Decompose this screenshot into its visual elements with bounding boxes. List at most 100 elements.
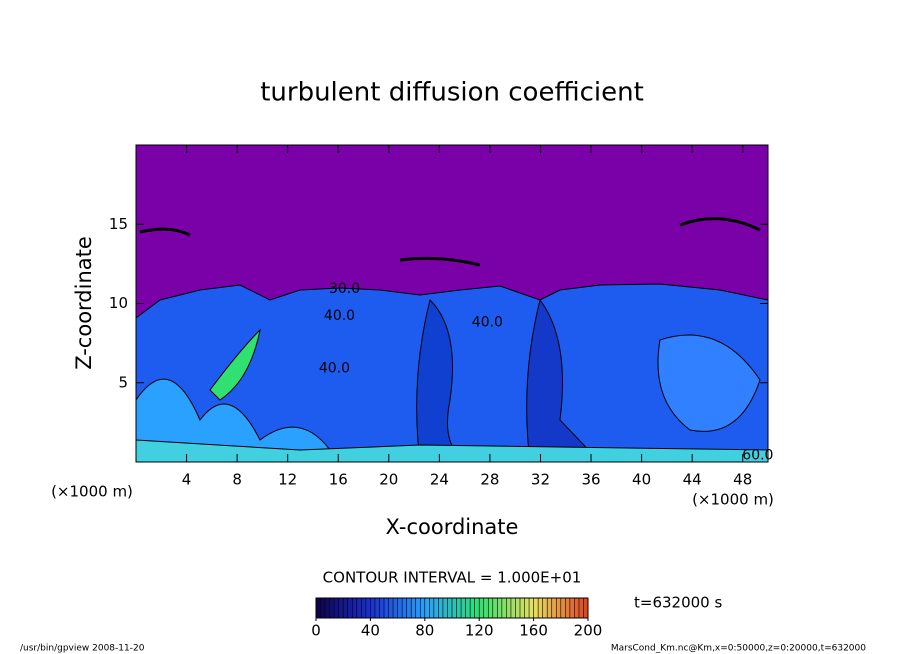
colorbar-cell bbox=[497, 598, 502, 618]
contour-interval: CONTOUR INTERVAL = 1.000E+01 bbox=[323, 569, 582, 587]
colorbar-cell bbox=[556, 598, 561, 618]
contour-label: 30.0 bbox=[329, 281, 360, 297]
colorbar-cell bbox=[501, 598, 507, 618]
y-unit: (×1000 m) bbox=[51, 483, 133, 501]
footer-left: /usr/bin/gpview 2008-11-20 bbox=[20, 644, 145, 654]
colorbar-cell bbox=[488, 598, 493, 618]
colorbar-cell bbox=[529, 598, 534, 618]
x-tick-label: 20 bbox=[379, 471, 398, 489]
colorbar-cell bbox=[397, 598, 403, 618]
colorbar-cell bbox=[533, 598, 539, 618]
x-tick-label: 4 bbox=[182, 471, 192, 489]
colorbar-cell bbox=[574, 598, 579, 618]
x-tick-label: 44 bbox=[683, 471, 702, 489]
x-tick-label: 24 bbox=[430, 471, 449, 489]
colorbar-cell bbox=[424, 598, 430, 618]
colorbar-cell bbox=[433, 598, 439, 618]
colorbar-cell bbox=[524, 598, 530, 618]
colorbar-cell bbox=[393, 598, 398, 618]
colorbar-tick-label: 120 bbox=[465, 622, 494, 640]
colorbar-frame bbox=[315, 597, 589, 619]
colorbar-cell bbox=[492, 598, 498, 618]
colorbar-tick-label: 80 bbox=[415, 622, 434, 640]
colorbar-cell bbox=[542, 598, 548, 618]
x-tick-label: 16 bbox=[329, 471, 348, 489]
field bbox=[136, 145, 768, 462]
colorbar-cell bbox=[406, 598, 412, 618]
colorbar-cell bbox=[510, 598, 516, 618]
colorbar-cell bbox=[474, 598, 480, 618]
colorbar-cell bbox=[429, 598, 434, 618]
colorbar-cell bbox=[583, 598, 588, 618]
x-tick-label: 32 bbox=[531, 471, 550, 489]
field-contour bbox=[139, 217, 761, 267]
colorbar-cell bbox=[520, 598, 525, 618]
colorbar-cell bbox=[356, 598, 362, 618]
chart-title: turbulent diffusion coefficient bbox=[260, 78, 644, 108]
colorbar-cell bbox=[420, 598, 425, 618]
colorbar-cell bbox=[316, 598, 321, 618]
colorbar-cell bbox=[361, 598, 366, 618]
colorbar-cell bbox=[411, 598, 416, 618]
x-tick-label: 28 bbox=[480, 471, 499, 489]
x-tick-label: 40 bbox=[632, 471, 651, 489]
contour-label: 40.0 bbox=[324, 308, 355, 324]
colorbar-cell bbox=[569, 598, 575, 618]
y-tick-label: 5 bbox=[118, 373, 128, 391]
contour-label: 40.0 bbox=[472, 315, 503, 331]
field-patch bbox=[136, 378, 331, 462]
colorbar-cell bbox=[347, 598, 353, 618]
colorbar-cell bbox=[461, 598, 466, 618]
colorbar-cell bbox=[447, 598, 452, 618]
colorbar-cell bbox=[560, 598, 566, 618]
footer-right: MarsCond_Km.nc@Km,x=0:50000,z=0:20000,t=… bbox=[611, 644, 866, 654]
colorbar-cell bbox=[538, 598, 543, 618]
colorbar-tick-label: 40 bbox=[361, 622, 380, 640]
time-label: t=632000 s bbox=[634, 594, 722, 612]
colorbar-cell bbox=[578, 598, 584, 618]
x-axis-label: X-coordinate bbox=[386, 515, 519, 539]
colorbar-cell bbox=[470, 598, 475, 618]
y-tick-label: 10 bbox=[109, 294, 128, 312]
colorbar-cell bbox=[334, 598, 339, 618]
colorbar-cell bbox=[352, 598, 357, 618]
colorbar-cell bbox=[370, 598, 375, 618]
colorbar-cell bbox=[551, 598, 557, 618]
x-tick-label: 36 bbox=[581, 471, 600, 489]
colorbar-cell bbox=[343, 598, 348, 618]
colorbar-cell bbox=[325, 598, 330, 618]
colorbar-cell bbox=[479, 598, 484, 618]
colorbar-cell bbox=[365, 598, 371, 618]
colorbar-tick-label: 200 bbox=[574, 622, 603, 640]
colorbar-cell bbox=[388, 598, 394, 618]
colorbar-cell bbox=[320, 598, 326, 618]
colorbar-cell bbox=[384, 598, 389, 618]
colorbar-cell bbox=[506, 598, 511, 618]
colorbar-cell bbox=[452, 598, 457, 618]
y-axis-label: Z-coordinate bbox=[72, 236, 96, 370]
colorbar-cell bbox=[374, 598, 380, 618]
field-patch bbox=[136, 439, 768, 462]
colorbar-cell bbox=[329, 598, 335, 618]
field-patch bbox=[526, 298, 601, 462]
colorbar-cell bbox=[465, 598, 471, 618]
contour-label: 60.0 bbox=[742, 448, 773, 464]
field-patch bbox=[209, 328, 261, 401]
contour-label: 40.0 bbox=[319, 360, 350, 376]
colorbar-cell bbox=[442, 598, 448, 618]
colorbar-cell bbox=[402, 598, 407, 618]
colorbar-cell bbox=[438, 598, 443, 618]
colorbar-cell bbox=[565, 598, 570, 618]
y-tick-label: 15 bbox=[109, 215, 128, 233]
colorbar-cell bbox=[456, 598, 462, 618]
x-tick-label: 8 bbox=[232, 471, 242, 489]
colorbar-cell bbox=[547, 598, 552, 618]
colorbar-cell bbox=[379, 598, 384, 618]
x-tick-label: 12 bbox=[278, 471, 297, 489]
colorbar-cell bbox=[338, 598, 344, 618]
colorbar-cell bbox=[515, 598, 520, 618]
x-tick-label: 48 bbox=[733, 471, 752, 489]
colorbar-cell bbox=[483, 598, 489, 618]
colorbar-cell bbox=[415, 598, 421, 618]
